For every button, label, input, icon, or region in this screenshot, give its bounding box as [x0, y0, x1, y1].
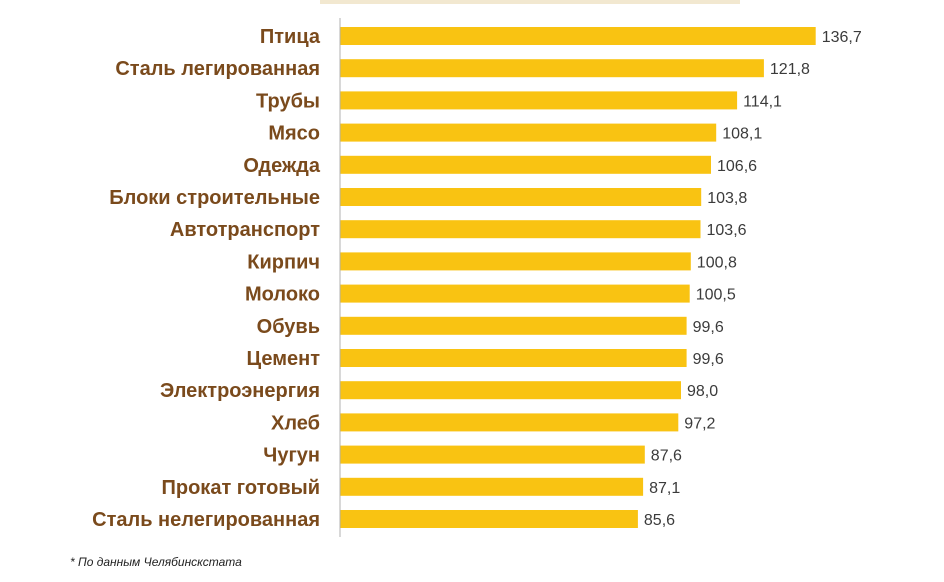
category-label: Трубы: [256, 90, 320, 112]
bar: [340, 316, 687, 335]
category-label: Кирпич: [247, 251, 320, 273]
category-label: Прокат готовый: [162, 477, 321, 499]
bar: [340, 123, 717, 142]
value-label: 97,2: [684, 415, 715, 432]
value-label: 87,1: [649, 480, 680, 497]
category-label: Блоки строительные: [109, 187, 320, 209]
value-label: 100,8: [697, 254, 737, 271]
bars-layer: [340, 27, 816, 528]
value-label: 103,6: [707, 222, 747, 239]
category-label: Мясо: [268, 123, 320, 145]
bar: [340, 510, 638, 528]
category-label: Цемент: [246, 348, 320, 370]
value-label: 103,8: [707, 190, 747, 207]
bar: [340, 381, 681, 400]
value-label: 100,5: [696, 287, 736, 304]
category-label: Чугун: [263, 445, 320, 467]
bar: [340, 252, 691, 271]
category-label: Хлеб: [271, 412, 320, 434]
bar: [340, 284, 690, 303]
category-label: Обувь: [257, 316, 320, 338]
value-label: 85,6: [644, 512, 675, 529]
value-label: 99,6: [693, 319, 724, 336]
category-labels: Птица Сталь легированная Трубы Мясо Одежда Бл…: [92, 26, 321, 531]
category-label: Молоко: [245, 284, 320, 306]
value-label: 108,1: [722, 126, 762, 143]
category-label: Электроэнергия: [160, 380, 320, 402]
bar: [340, 188, 702, 206]
value-label: 114,1: [743, 93, 782, 110]
footnote: * По данным Челябинскстата: [70, 555, 242, 569]
cropped-title-remnant: [320, 0, 740, 4]
bar: [340, 155, 711, 174]
bar: [340, 91, 738, 110]
value-labels: 136,7 121,8 114,1 108,1 106,6 103,8 103,6 100,8…: [644, 29, 862, 529]
bar: [340, 220, 701, 239]
bar: [340, 349, 687, 367]
value-label: 87,6: [651, 448, 682, 465]
value-label: 106,6: [717, 158, 757, 175]
value-label: 98,0: [687, 383, 718, 400]
category-label: Автотранспорт: [170, 219, 320, 241]
category-label: Сталь легированная: [115, 58, 320, 80]
bar: [340, 445, 645, 464]
bar: [340, 413, 679, 432]
bar: [340, 477, 644, 496]
category-label: Сталь нелегированная: [92, 509, 320, 531]
bar: [340, 59, 764, 78]
category-label: Одежда: [243, 155, 320, 177]
value-label: 99,6: [693, 351, 724, 368]
value-label: 121,8: [770, 61, 810, 78]
bar: [340, 27, 816, 45]
category-label: Птица: [260, 26, 321, 48]
value-label: 136,7: [822, 29, 862, 46]
